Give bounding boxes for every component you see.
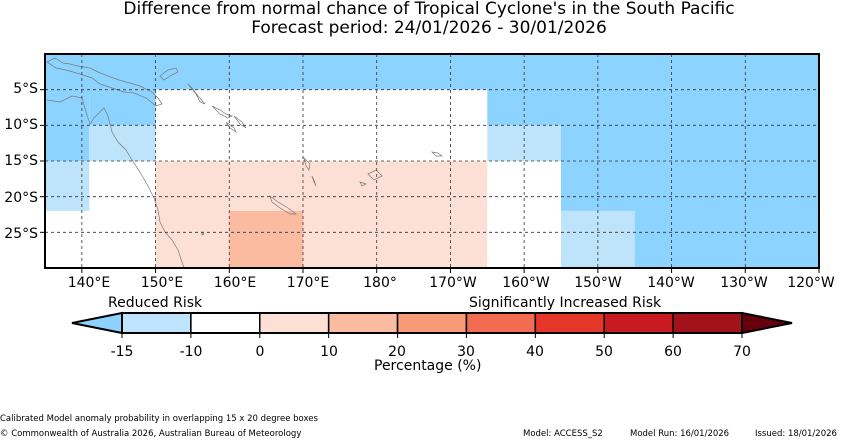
colorbar-segment — [465, 312, 537, 334]
colorbar-over-arrow — [741, 311, 793, 335]
lon-label-150e: 150°E — [140, 275, 184, 291]
colorbar — [71, 311, 793, 338]
lon-label-170e: 170°E — [286, 275, 330, 291]
lat-label-25s: 25°S — [4, 226, 38, 242]
anomaly-cell — [561, 89, 819, 211]
colorbar-segment — [534, 312, 605, 334]
lon-label-160e: 160°E — [213, 275, 257, 291]
cbar-tick-label: -15 — [110, 344, 134, 360]
anomaly-cell — [45, 54, 819, 90]
lon-ticks — [81, 268, 820, 273]
anomaly-cell — [155, 161, 488, 268]
copyright: © Commonwealth of Australia 2026, Austra… — [0, 429, 302, 439]
colorbar-under-arrow — [71, 311, 123, 335]
lat-ticks — [40, 89, 45, 233]
lord-howe-coastline — [201, 231, 205, 236]
cbar-tick-label: 40 — [526, 344, 544, 360]
cbar-tick-label: 20 — [388, 344, 406, 360]
lat-label-20s: 20°S — [4, 190, 38, 206]
bougainville-coastline — [187, 83, 206, 105]
increased-risk-label: Significantly Increased Risk — [469, 295, 662, 311]
anomaly-cell — [89, 125, 156, 161]
chart-title: Difference from normal chance of Tropica… — [123, 0, 735, 19]
footnote: Calibrated Model anomaly probability in … — [0, 414, 318, 424]
new-caledonia-coastline — [269, 195, 298, 215]
model-run-date: Model Run: 16/01/2026 — [630, 429, 730, 439]
cbar-tick-label: 60 — [664, 344, 682, 360]
lon-label-170w: 170°W — [429, 275, 477, 291]
cbar-tick-label: 50 — [595, 344, 613, 360]
lat-label-15s: 15°S — [4, 153, 38, 169]
colorbar-segment — [672, 312, 743, 334]
anomaly-cell — [487, 125, 561, 161]
lat-label-10s: 10°S — [4, 117, 38, 133]
lon-label-150w: 150°W — [574, 275, 622, 291]
issued-date: Issued: 18/01/2026 — [755, 429, 837, 439]
cbar-tick-label: 10 — [320, 344, 338, 360]
anomaly-cell — [634, 210, 819, 268]
colorbar-frame — [121, 312, 743, 334]
australia-coastline — [46, 95, 185, 269]
anomaly-cell — [45, 161, 90, 211]
colorbar-segment — [327, 312, 399, 334]
colorbar-segment — [259, 312, 330, 334]
model-name: Model: ACCESS_S2 — [523, 429, 603, 439]
reduced-risk-label: Reduced Risk — [108, 295, 203, 311]
cbar-tick-label: 30 — [457, 344, 475, 360]
vanuatu-coastline — [303, 156, 317, 187]
anomaly-cell — [229, 210, 303, 268]
cbar-tick-label: 70 — [733, 344, 751, 360]
colorbar-xlabel: Percentage (%) — [374, 358, 482, 374]
coastlines — [46, 57, 444, 269]
colorbar-segment — [396, 312, 468, 334]
colorbar-segment — [121, 312, 192, 334]
fiji-coastline — [359, 169, 383, 187]
cbar-tick-label: 0 — [255, 344, 265, 360]
lon-label-140e: 140°E — [67, 275, 111, 291]
colorbar-segment — [603, 312, 674, 334]
lon-label-160w: 160°W — [502, 275, 550, 291]
new-britain-coastline — [159, 67, 179, 81]
samoa-coastline — [430, 151, 444, 157]
forecast-period: Forecast period: 24/01/2026 - 30/01/2026 — [251, 18, 607, 38]
lon-label-120w: 120°W — [787, 275, 835, 291]
solomon-islands-coastline — [211, 105, 247, 134]
lon-label-130w: 130°W — [720, 275, 768, 291]
lon-label-140w: 140°W — [647, 275, 695, 291]
anomaly-cell — [487, 89, 561, 126]
lat-label-5s: 5°S — [13, 81, 38, 97]
anomaly-cell — [89, 89, 156, 126]
lon-label-180: 180° — [363, 275, 397, 291]
gridlines — [45, 54, 819, 268]
papua-new-guinea-coastline — [46, 57, 163, 107]
cbar-tick-label: -10 — [179, 344, 203, 360]
colorbar-segment — [190, 312, 261, 334]
